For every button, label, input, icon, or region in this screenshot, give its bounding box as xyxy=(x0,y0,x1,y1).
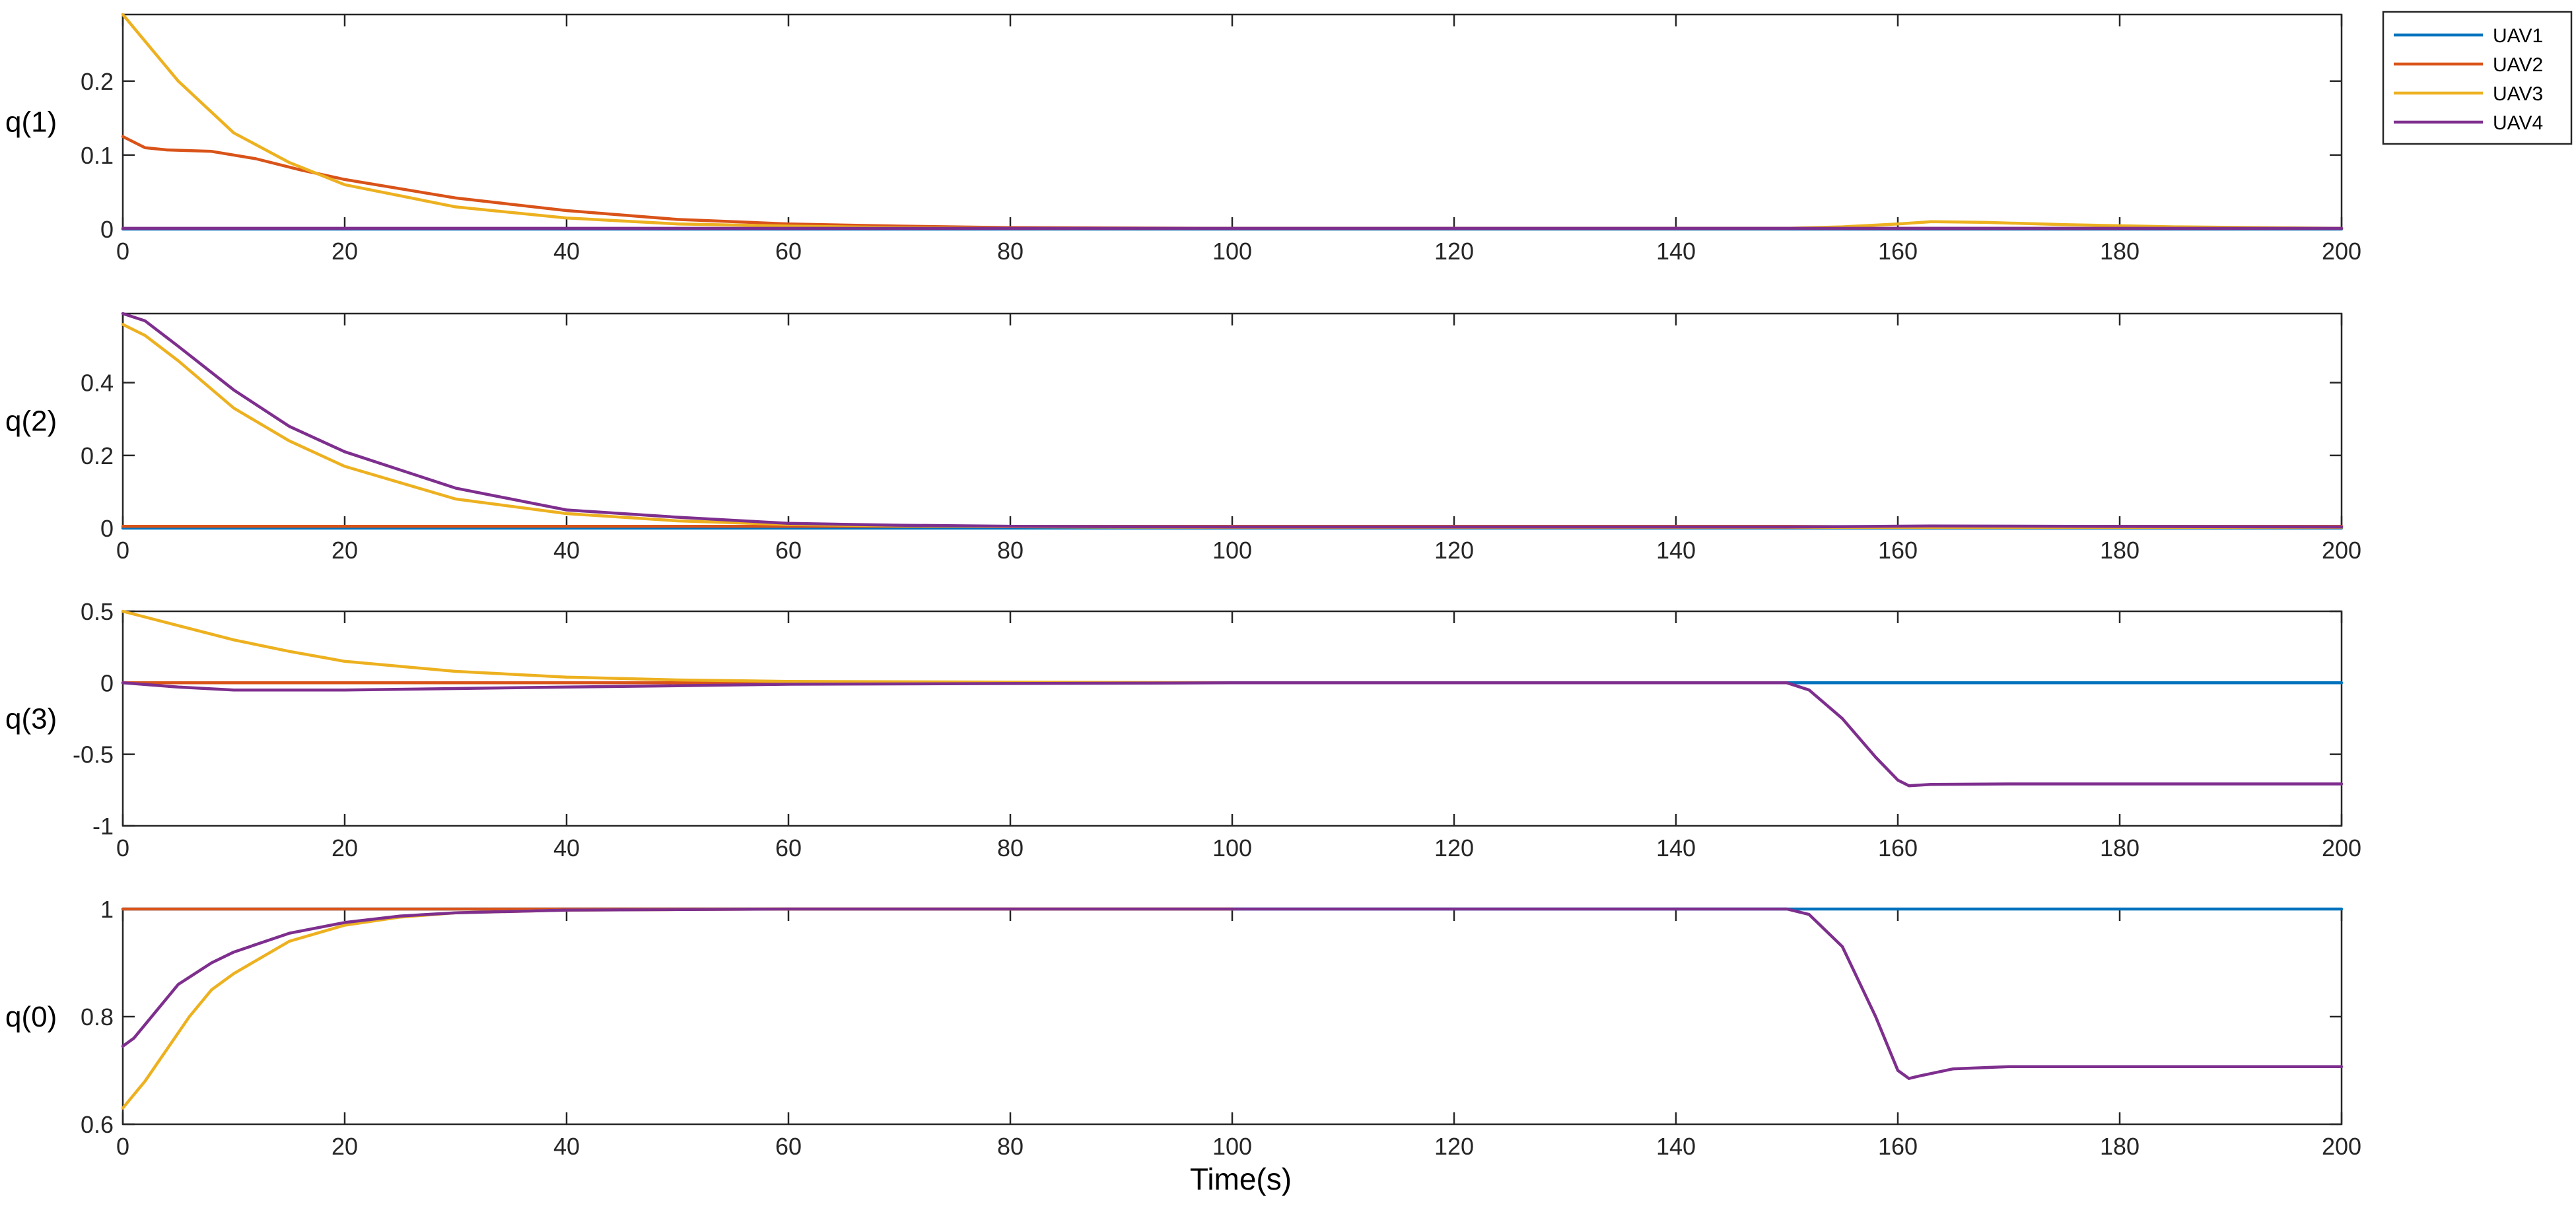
legend-box xyxy=(2382,11,2573,145)
y-tick-label: 0.2 xyxy=(81,442,114,469)
x-tick-label: 0 xyxy=(116,1133,129,1160)
x-tick-label: 160 xyxy=(1878,1133,1918,1160)
x-tick-label: 200 xyxy=(2322,1133,2361,1160)
y-tick-label: -0.5 xyxy=(73,741,114,768)
y-tick-label: 0 xyxy=(100,216,114,243)
x-tick-label: 80 xyxy=(997,238,1024,265)
x-tick-label: 80 xyxy=(997,834,1024,861)
x-tick-label: 40 xyxy=(553,1133,580,1160)
x-tick-label: 100 xyxy=(1212,834,1252,861)
x-tick-label: 200 xyxy=(2322,834,2361,861)
x-tick-label: 40 xyxy=(553,238,580,265)
legend-label-uav2: UAV2 xyxy=(2493,54,2543,76)
subplot-2: 0 20 40 60 80 100 120 140 160 180 200 0 0.2 0.4 q(2) xyxy=(5,312,2361,564)
y-axis-label: q(1) xyxy=(5,106,57,139)
x-tick-label: 20 xyxy=(331,1133,358,1160)
y-axis-label: q(0) xyxy=(5,1001,57,1033)
y-tick-label: 0.5 xyxy=(81,598,114,625)
x-tick-label: 40 xyxy=(553,537,580,564)
y-tick-label: 0 xyxy=(100,669,114,696)
x-tick-label: 180 xyxy=(2100,238,2140,265)
x-tick-label: 0 xyxy=(116,238,129,265)
series-line-uav4 xyxy=(121,681,2344,788)
x-tick-label: 140 xyxy=(1656,1133,1696,1160)
x-tick-label: 200 xyxy=(2322,238,2361,265)
x-tick-label: 60 xyxy=(775,1133,802,1160)
subplot-1: 0 20 40 60 80 100 120 140 160 180 200 0 0.1 0.2 q(1) xyxy=(5,13,2361,265)
x-tick-label: 60 xyxy=(775,834,802,861)
legend-label-uav4: UAV4 xyxy=(2493,112,2543,134)
x-axis-label: Time(s) xyxy=(1190,1162,1292,1196)
x-tick-label: 60 xyxy=(775,537,802,564)
x-tick-label: 0 xyxy=(116,834,129,861)
x-tick-label: 20 xyxy=(331,537,358,564)
x-tick-label: 20 xyxy=(331,238,358,265)
x-tick-label: 100 xyxy=(1212,1133,1252,1160)
x-tick-label: 180 xyxy=(2100,834,2140,861)
x-tick-label: 0 xyxy=(116,537,129,564)
legend: UAV1 UAV2 UAV3 UAV4 xyxy=(2382,11,2573,145)
axes-box xyxy=(122,312,2343,529)
series-line-uav4 xyxy=(121,312,2344,529)
x-tick-label: 180 xyxy=(2100,537,2140,564)
x-tick-label: 160 xyxy=(1878,834,1918,861)
x-tick-label: 120 xyxy=(1434,1133,1474,1160)
x-tick-label: 120 xyxy=(1434,238,1474,265)
x-tick-label: 140 xyxy=(1656,537,1696,564)
x-tick-label: 80 xyxy=(997,537,1024,564)
x-tick-label: 120 xyxy=(1434,537,1474,564)
x-tick-label: 100 xyxy=(1212,238,1252,265)
subplot-4: 0 20 40 60 80 100 120 140 160 180 200 0.6 0.8 1 q(0) xyxy=(5,896,2361,1160)
x-tick-label: 100 xyxy=(1212,537,1252,564)
x-tick-label: 200 xyxy=(2322,537,2361,564)
y-tick-label: 0.2 xyxy=(81,68,114,95)
series-line-uav4 xyxy=(121,907,2344,1080)
axes-box xyxy=(122,908,2343,1126)
series-line-uav3 xyxy=(121,609,1234,685)
x-tick-label: 20 xyxy=(331,834,358,861)
x-tick-label: 40 xyxy=(553,834,580,861)
x-tick-label: 160 xyxy=(1878,537,1918,564)
axes-box xyxy=(122,13,2343,230)
y-axis-label: q(3) xyxy=(5,703,57,735)
x-tick-label: 180 xyxy=(2100,1133,2140,1160)
x-tick-label: 60 xyxy=(775,238,802,265)
y-tick-label: -1 xyxy=(92,813,114,840)
legend-label-uav1: UAV1 xyxy=(2493,25,2543,47)
legend-label-uav3: UAV3 xyxy=(2493,83,2543,105)
y-tick-label: 0.6 xyxy=(81,1111,114,1138)
y-tick-label: 0.8 xyxy=(81,1003,114,1030)
x-tick-label: 160 xyxy=(1878,238,1918,265)
axes-box xyxy=(122,610,2343,827)
x-tick-label: 140 xyxy=(1656,834,1696,861)
subplot-3: 0 20 40 60 80 100 120 140 160 180 200 -1 -0.5 0 0.5 q(3… xyxy=(5,598,2361,861)
y-tick-label: 0 xyxy=(100,515,114,542)
x-tick-label: 80 xyxy=(997,1133,1024,1160)
y-tick-label: 0.4 xyxy=(81,370,114,397)
y-tick-label: 1 xyxy=(100,896,114,923)
x-tick-label: 140 xyxy=(1656,238,1696,265)
x-tick-label: 120 xyxy=(1434,834,1474,861)
y-axis-label: q(2) xyxy=(5,405,57,438)
y-tick-label: 0.1 xyxy=(81,142,114,169)
